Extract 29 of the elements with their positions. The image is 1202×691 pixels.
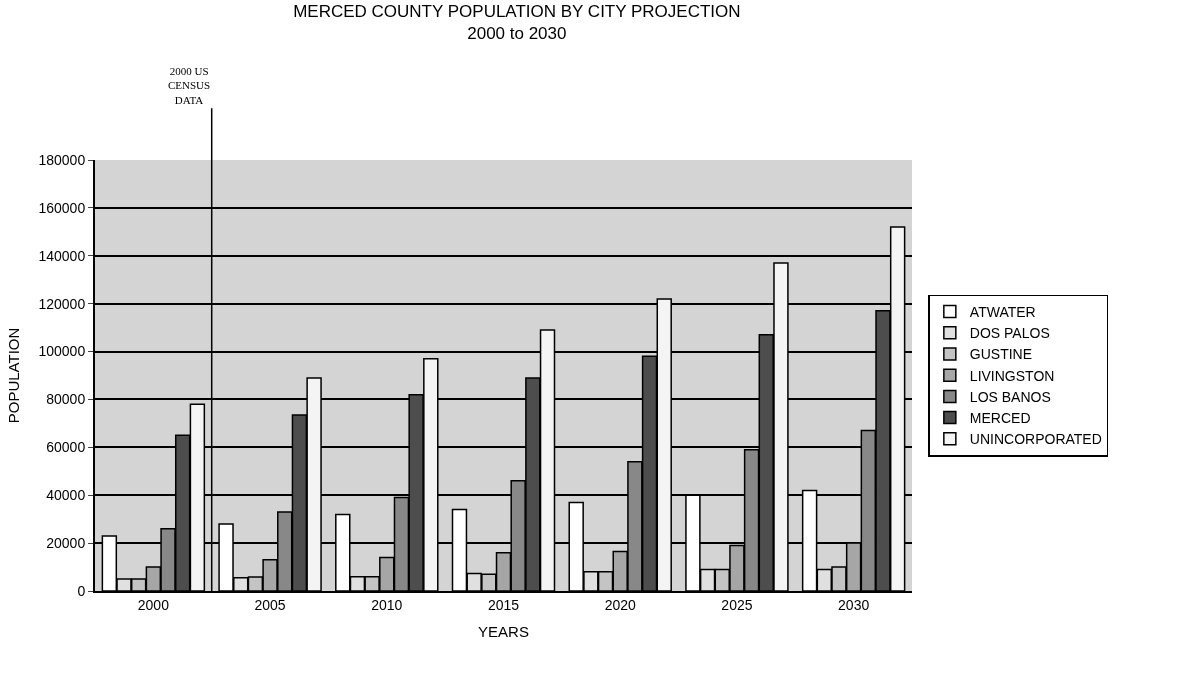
y-tick-label: 100000 <box>38 343 86 360</box>
y-tick-label: 60000 <box>46 439 86 456</box>
legend-label: GUSTINE <box>969 346 1033 363</box>
chart-title: MERCED COUNTY POPULATION BY CITY PROJECTION <box>293 2 741 22</box>
y-tick-label: 0 <box>77 582 86 599</box>
ref-line-label: 2000 US CENSUS DATA <box>168 65 211 106</box>
y-tick-label: 180000 <box>38 151 86 168</box>
x-tick-label: 2020 <box>604 596 636 613</box>
legend-label: LOS BANOS <box>969 388 1051 405</box>
y-tick-label: 20000 <box>46 535 86 552</box>
legend-label: ATWATER <box>969 304 1036 321</box>
y-tick-label: 40000 <box>46 487 86 504</box>
y-tick-label: 120000 <box>38 295 86 312</box>
legend-label: DOS PALOS <box>969 325 1050 342</box>
y-tick-label: 140000 <box>38 247 86 264</box>
x-tick-label: 2010 <box>371 596 403 613</box>
y-axis-title: POPULATION <box>5 327 23 424</box>
x-tick-label: 2005 <box>254 596 286 613</box>
legend-label: UNINCORPORATED <box>969 431 1102 448</box>
x-tick-label: 2025 <box>721 596 753 613</box>
legend-label: MERCED <box>969 410 1031 427</box>
y-tick-label: 80000 <box>46 391 86 408</box>
x-axis-title: YEARS <box>478 623 529 641</box>
chart-subtitle: 2000 to 2030 <box>467 24 567 44</box>
x-tick-label: 2000 <box>137 596 170 613</box>
y-tick-label: 160000 <box>38 199 86 216</box>
legend-label: LIVINGSTON <box>969 367 1055 384</box>
x-tick-label: 2030 <box>838 596 870 613</box>
x-tick-label: 2015 <box>487 596 520 613</box>
